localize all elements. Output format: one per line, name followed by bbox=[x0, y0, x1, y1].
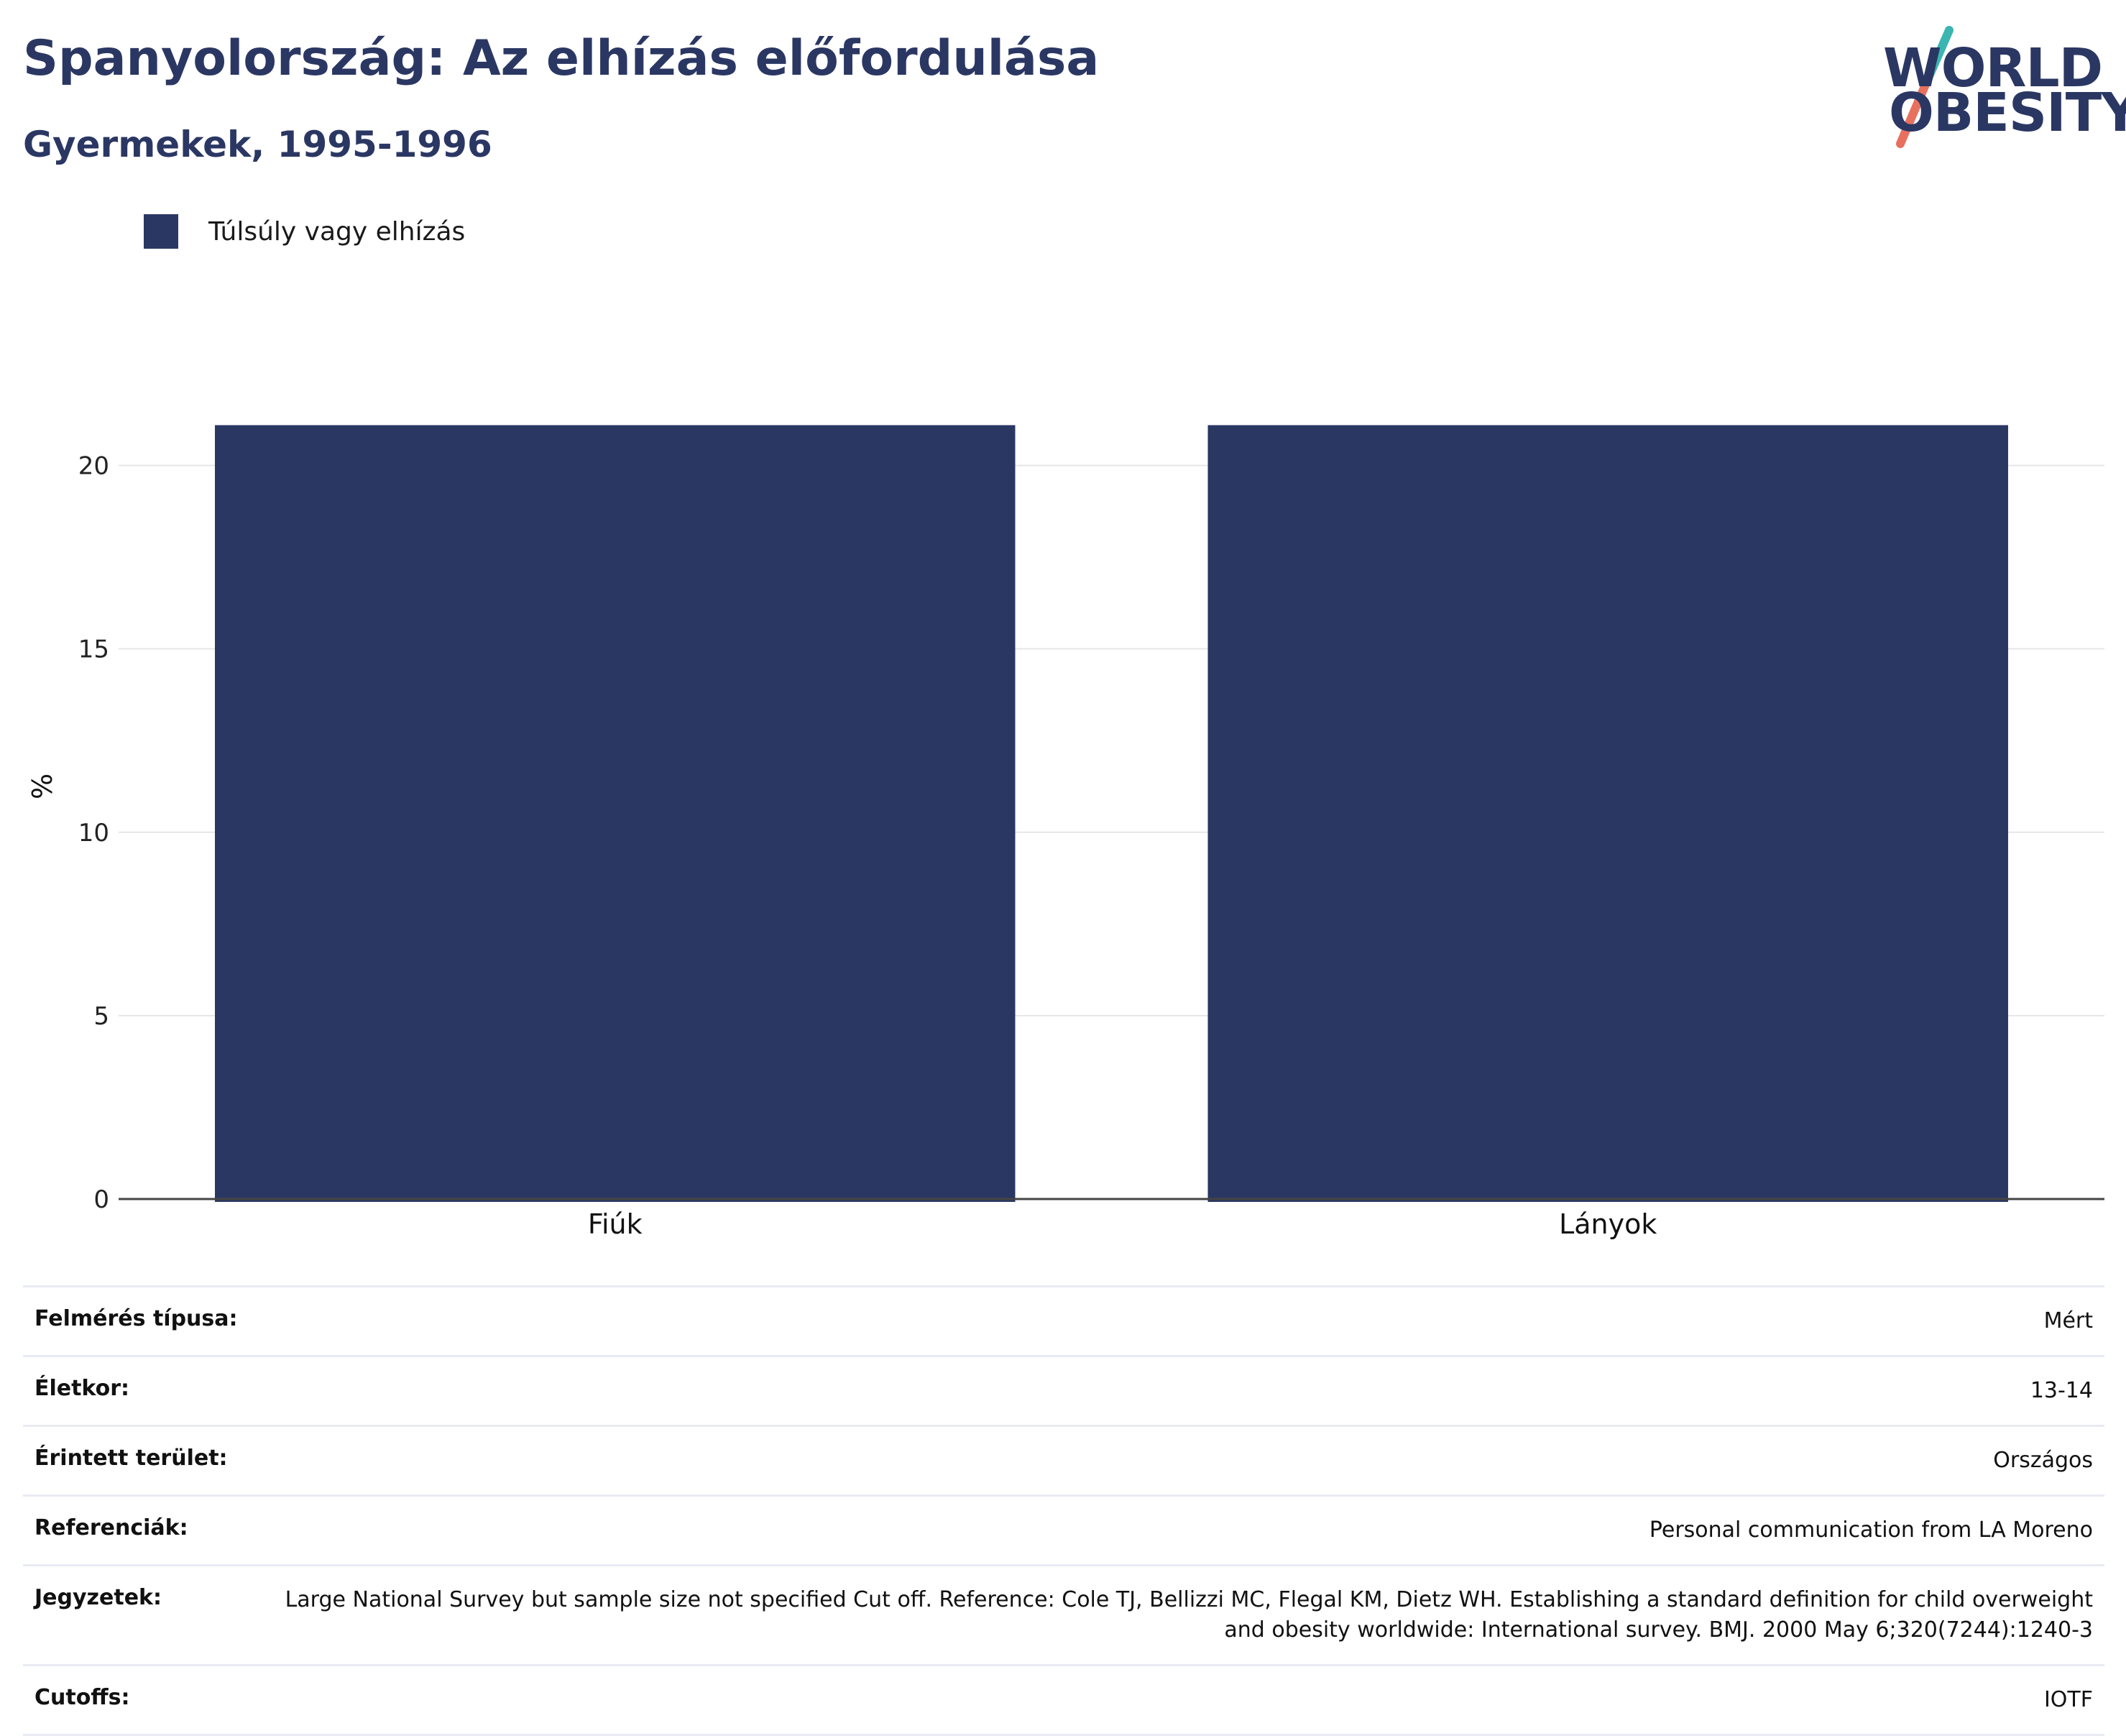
detail-key: Életkor: bbox=[34, 1376, 130, 1401]
detail-key: Felmérés típusa: bbox=[34, 1306, 238, 1331]
detail-key: Jegyzetek: bbox=[34, 1585, 162, 1610]
legend-swatch bbox=[144, 214, 178, 249]
table-row: Életkor: 13-14 bbox=[23, 1356, 2104, 1426]
chart-labels: 0 5 10 15 20 Fiúk Lányok% bbox=[27, 452, 1657, 1240]
legend-label: Túlsúly vagy elhízás bbox=[208, 217, 466, 247]
survey-details-table: Felmérés típusa: Mért Életkor: 13-14 Érintet… bbox=[23, 1285, 2104, 1736]
x-category-label: Lányok bbox=[1559, 1208, 1657, 1240]
y-tick-label: 10 bbox=[78, 819, 109, 848]
y-tick-label: 0 bbox=[93, 1185, 109, 1214]
table-row: Felmérés típusa: Mért bbox=[23, 1286, 2104, 1356]
x-category-label: Fiúk bbox=[588, 1208, 643, 1240]
detail-key: Érintett terület: bbox=[34, 1446, 228, 1471]
y-tick-label: 5 bbox=[93, 1002, 109, 1031]
table-row: Jegyzetek: Large National Survey but samp… bbox=[23, 1565, 2104, 1666]
detail-value: Országos bbox=[1993, 1448, 2093, 1473]
y-tick-label: 20 bbox=[78, 452, 109, 481]
logo-word-world: WORLD bbox=[1883, 37, 2103, 99]
detail-value: Personal communication from LA Moreno bbox=[1649, 1517, 2093, 1543]
detail-key: Referenciák: bbox=[34, 1515, 188, 1540]
chart-bars bbox=[215, 425, 2008, 1202]
logo-word-obesity: OBESITY bbox=[1889, 82, 2126, 144]
detail-value: Large National Survey but sample size no… bbox=[285, 1587, 2093, 1643]
world-obesity-logo: WORLD OBESITY bbox=[1869, 22, 2126, 158]
y-axis-label: % bbox=[27, 773, 58, 799]
bar-chart: 0 5 10 15 20 Fiúk Lányok% bbox=[27, 425, 2104, 1240]
detail-value: 13-14 bbox=[2030, 1378, 2093, 1403]
detail-value: Mért bbox=[2043, 1308, 2093, 1333]
detail-value: IOTF bbox=[2043, 1687, 2093, 1712]
table-row: Referenciák: Personal communication from … bbox=[23, 1495, 2104, 1566]
table-row: Cutoffs: IOTF bbox=[23, 1665, 2104, 1735]
logo-slash-icon bbox=[1896, 26, 1954, 148]
page-title: Spanyolország: Az elhízás előfordulása bbox=[23, 30, 1100, 87]
bar-2 bbox=[1207, 425, 2008, 1202]
page-subtitle: Gyermekek, 1995-1996 bbox=[23, 124, 492, 165]
bar-1 bbox=[215, 425, 1016, 1202]
y-tick-label: 15 bbox=[78, 635, 109, 664]
detail-key: Cutoffs: bbox=[34, 1685, 130, 1710]
table-row: Érintett terület: Országos bbox=[23, 1425, 2104, 1496]
